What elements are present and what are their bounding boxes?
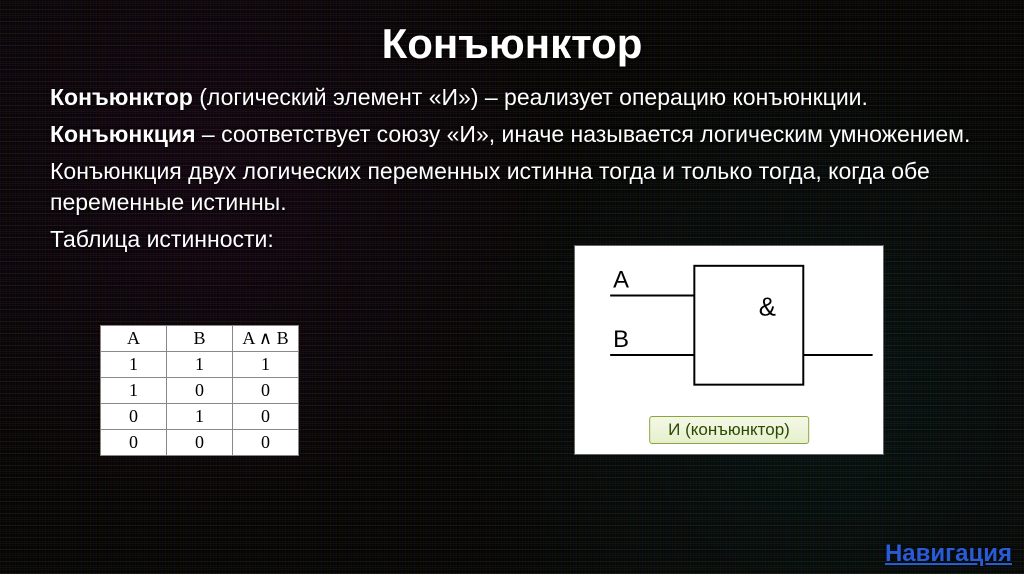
col-result: A ∧ B (233, 326, 299, 352)
paragraph-3: Конъюнкция двух логических переменных ис… (50, 156, 974, 218)
body-text: Конъюнктор (логический элемент «И») – ре… (50, 82, 974, 255)
cell: 0 (101, 430, 167, 456)
cell: 1 (167, 404, 233, 430)
table-row: 1 0 0 (101, 378, 299, 404)
gate-caption: И (конъюнктор) (649, 416, 809, 444)
cell: 1 (101, 352, 167, 378)
input-a-label: A (613, 267, 629, 294)
table-row: 0 1 0 (101, 404, 299, 430)
cell: 0 (167, 378, 233, 404)
col-a: A (101, 326, 167, 352)
cell: 0 (233, 378, 299, 404)
table-row: 1 1 1 (101, 352, 299, 378)
slide-content: Конъюнктор Конъюнктор (логический элемен… (0, 0, 1024, 574)
term-conjunction: Конъюнкция (50, 121, 196, 147)
gate-symbol: & (759, 294, 776, 322)
input-b-label: B (613, 326, 629, 353)
truth-table: A B A ∧ B 1 1 1 1 0 0 0 1 (100, 325, 299, 456)
cell: 1 (167, 352, 233, 378)
term-conjunctor: Конъюнктор (50, 84, 193, 110)
page-title: Конъюнктор (50, 20, 974, 68)
paragraph-2-rest: – соответствует союзу «И», иначе называе… (196, 121, 971, 147)
cell: 1 (233, 352, 299, 378)
table-header-row: A B A ∧ B (101, 326, 299, 352)
paragraph-1-rest: (логический элемент «И») – реализует опе… (193, 84, 868, 110)
table-row: 0 0 0 (101, 430, 299, 456)
paragraph-2: Конъюнкция – соответствует союзу «И», ин… (50, 119, 974, 150)
cell: 0 (101, 404, 167, 430)
cell: 0 (233, 404, 299, 430)
cell: 0 (233, 430, 299, 456)
cell: 0 (167, 430, 233, 456)
col-b: B (167, 326, 233, 352)
gate-rect (694, 266, 803, 385)
navigation-link[interactable]: Навигация (885, 540, 1012, 568)
paragraph-1: Конъюнктор (логический элемент «И») – ре… (50, 82, 974, 113)
cell: 1 (101, 378, 167, 404)
gate-diagram: A B & И (конъюнктор) (574, 245, 884, 455)
content-row: A B A ∧ B 1 1 1 1 0 0 0 1 (50, 265, 974, 485)
